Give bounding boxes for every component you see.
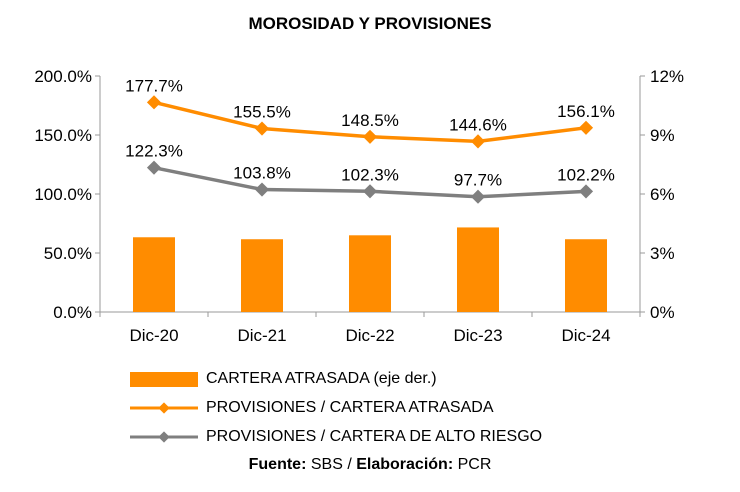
x-tick-label: Dic-24 — [561, 326, 610, 345]
point-marker — [578, 184, 594, 199]
point-marker — [254, 182, 270, 197]
bar — [565, 239, 607, 312]
legend-label-line2: PROVISIONES / CARTERA DE ALTO RIESGO — [206, 428, 543, 445]
data-label: 156.1% — [557, 102, 615, 121]
data-label: 102.3% — [341, 165, 399, 184]
right-tick-label: 12% — [650, 67, 684, 86]
left-tick-label: 50.0% — [44, 244, 92, 263]
x-tick-label: Dic-22 — [345, 326, 394, 345]
footer-source-label: Fuente: — [248, 456, 307, 473]
bar — [133, 237, 175, 312]
data-label: 177.7% — [125, 76, 183, 95]
data-label: 122.3% — [125, 142, 183, 161]
legend-swatch-line2 — [130, 431, 198, 443]
point-marker — [470, 134, 486, 149]
point-marker — [362, 184, 378, 199]
right-tick-label: 6% — [650, 185, 675, 204]
data-label: 97.7% — [454, 171, 502, 190]
footer-made-label: Elaboración: — [356, 456, 454, 473]
data-label: 144.6% — [449, 115, 507, 134]
x-tick-label: Dic-23 — [453, 326, 502, 345]
data-label: 148.5% — [341, 111, 399, 130]
left-tick-label: 100.0% — [34, 185, 92, 204]
data-label: 155.5% — [233, 103, 291, 122]
point-marker — [146, 160, 162, 175]
data-label: 102.2% — [557, 165, 615, 184]
legend-swatch-line1 — [130, 402, 198, 414]
bar — [457, 227, 499, 312]
x-tick-label: Dic-21 — [237, 326, 286, 345]
left-tick-label: 200.0% — [34, 67, 92, 86]
point-marker — [146, 95, 162, 110]
point-marker — [578, 120, 594, 135]
data-label: 103.8% — [233, 164, 291, 183]
footer-source-value: SBS — [310, 456, 343, 473]
legend-item-bars: CARTERA ATRASADA (eje der.) — [130, 370, 437, 388]
footer-separator: / — [347, 456, 352, 473]
chart-title: MOROSIDAD Y PROVISIONES — [248, 14, 492, 33]
legend-swatch-bars — [130, 371, 198, 387]
point-marker — [254, 121, 270, 136]
left-tick-label: 150.0% — [34, 126, 92, 145]
legend-label-line1: PROVISIONES / CARTERA ATRASADA — [206, 399, 494, 416]
right-tick-label: 9% — [650, 126, 675, 145]
legend-item-line1: PROVISIONES / CARTERA ATRASADA — [130, 399, 493, 417]
legend-label-bars: CARTERA ATRASADA (eje der.) — [206, 370, 437, 387]
footer-made-value: PCR — [457, 456, 492, 473]
x-tick-label: Dic-20 — [129, 326, 178, 345]
left-tick-label: 0.0% — [53, 303, 92, 322]
source-footer: Fuente: SBS / Elaboración: PCR — [0, 456, 740, 474]
right-tick-label: 3% — [650, 244, 675, 263]
bar — [349, 235, 391, 312]
right-tick-label: 0% — [650, 303, 675, 322]
point-marker — [470, 189, 486, 204]
point-marker — [362, 129, 378, 144]
bar — [241, 239, 283, 312]
legend-item-line2: PROVISIONES / CARTERA DE ALTO RIESGO — [130, 428, 542, 446]
